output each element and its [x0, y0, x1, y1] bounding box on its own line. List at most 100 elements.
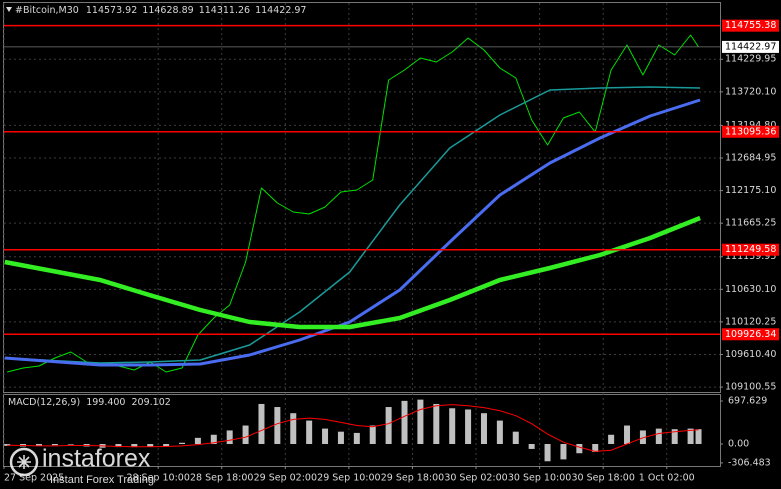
level-label-box	[722, 19, 779, 32]
level-label: 109926.34	[725, 329, 776, 340]
price-line	[4, 98, 701, 367]
x-tick-label: 29 Sep 10:00	[317, 473, 380, 484]
open: 114573.92	[86, 5, 137, 16]
macd-header: MACD(12,26,9) 199.400 209.102	[8, 397, 171, 408]
histogram-bar	[528, 444, 535, 449]
current-price-box	[722, 40, 779, 53]
histogram-bar	[290, 413, 297, 445]
histogram-bar	[433, 403, 440, 445]
histogram-bar	[194, 437, 201, 445]
histogram-bar	[560, 444, 567, 460]
histogram-bar	[67, 444, 74, 445]
x-tick-label: 29 Sep 18:00	[381, 473, 444, 484]
level-label: 113095.36	[725, 126, 776, 137]
signal-value: 209.102	[132, 397, 171, 408]
histogram-bar	[369, 425, 376, 445]
histogram-bar	[322, 428, 329, 445]
y-tick-label: 112175.10	[725, 185, 776, 196]
histogram-bar	[695, 429, 702, 445]
high: 114628.89	[142, 5, 193, 16]
low: 114311.26	[199, 5, 250, 16]
level-label-box	[722, 125, 779, 138]
x-tick-label: 30 Sep 02:00	[444, 473, 507, 484]
histogram-bar	[51, 444, 58, 446]
menu-arrow	[6, 7, 12, 12]
macd-title: MACD(12,26,9)	[8, 397, 80, 408]
histogram-bar	[337, 431, 344, 445]
histogram-bar	[35, 444, 42, 446]
histogram-bar	[496, 420, 503, 445]
x-tick-label: 27 Sep 2025	[4, 473, 64, 484]
macd-panel	[4, 399, 702, 462]
level-label: 114755.38	[725, 20, 776, 31]
histogram-bar	[608, 434, 615, 445]
level-label-box	[722, 328, 779, 341]
level-label: 111249.58	[725, 244, 776, 255]
price-line	[7, 34, 699, 373]
x-tick-label: 30 Sep 18:00	[571, 473, 634, 484]
y-tick-label: -306.483	[728, 457, 771, 468]
histogram-bar	[449, 408, 456, 445]
histogram-bar	[592, 444, 599, 453]
watermark-logo	[9, 447, 39, 477]
histogram-bar	[163, 444, 170, 447]
histogram-bar	[655, 428, 662, 445]
histogram-bar	[179, 442, 186, 445]
histogram-bar	[417, 399, 424, 445]
y-tick-label: 112684.95	[725, 152, 776, 163]
y-tick-label: 114229.95	[725, 54, 776, 65]
y-tick-label: 0.00	[728, 439, 749, 450]
price-line	[4, 86, 701, 364]
histogram-bar	[544, 444, 551, 462]
main-frame	[3, 2, 721, 393]
histogram-bar	[226, 430, 233, 445]
histogram-bar	[274, 407, 281, 445]
symbol: #Bitcoin,M30	[15, 5, 79, 16]
y-tick-label: 111665.25	[725, 218, 776, 229]
axes: 114229.95 113720.10 113194.80 112684.95 1121…	[3, 19, 779, 484]
watermark-brand: instaforex	[42, 445, 151, 473]
histogram-bar	[639, 430, 646, 445]
histogram-bar	[385, 407, 392, 445]
histogram-bar	[480, 413, 487, 445]
histogram-bar	[210, 434, 217, 445]
histogram-bar	[4, 444, 11, 446]
histogram-bar	[624, 425, 631, 445]
watermark: instaforex Instant Forex Trading	[9, 445, 154, 486]
price-panel	[4, 24, 720, 373]
level-label-box	[722, 243, 779, 256]
current-price-label: 114422.97	[725, 41, 776, 52]
watermark-tagline: Instant Forex Trading	[50, 474, 154, 486]
histogram-bar	[147, 444, 154, 447]
y-tick-label: 110630.10	[725, 284, 776, 295]
x-tick-label: 1 Oct 02:00	[639, 473, 695, 484]
price-line	[4, 215, 701, 330]
histogram-bar	[465, 409, 472, 445]
watermark-logo-rays	[17, 455, 31, 469]
x-tick-label: 30 Sep 10:00	[508, 473, 571, 484]
y-tick-label: 697.629	[728, 396, 767, 407]
y-tick-label: 113194.80	[725, 120, 776, 131]
macd-value: 199.400	[86, 397, 125, 408]
histogram-bar	[687, 428, 694, 445]
y-tick-label: 109100.55	[725, 382, 776, 393]
histogram-bar	[671, 429, 678, 445]
histogram-bar	[258, 403, 265, 445]
macd-frame	[3, 394, 721, 467]
close: 114422.97	[255, 5, 306, 16]
histogram-bar	[576, 444, 583, 454]
x-tick-label: 28 Sep 18:00	[190, 473, 253, 484]
histogram-bar	[512, 431, 519, 445]
x-tick-label: 28 Sep 10:00	[126, 473, 189, 484]
histogram-bar	[353, 432, 360, 445]
y-tick-label: 111139.95	[725, 251, 776, 262]
histogram-bar	[131, 444, 138, 448]
y-tick-label: 113720.10	[725, 86, 776, 97]
x-tick-label: 29 Sep 02:00	[254, 473, 317, 484]
histogram-bar	[401, 400, 408, 445]
signal-line	[7, 404, 699, 452]
y-tick-label: 110120.25	[725, 316, 776, 327]
chart-header: #Bitcoin,M30 114573.92 114628.89 114311.…	[15, 5, 306, 16]
histogram-bar	[242, 425, 249, 445]
